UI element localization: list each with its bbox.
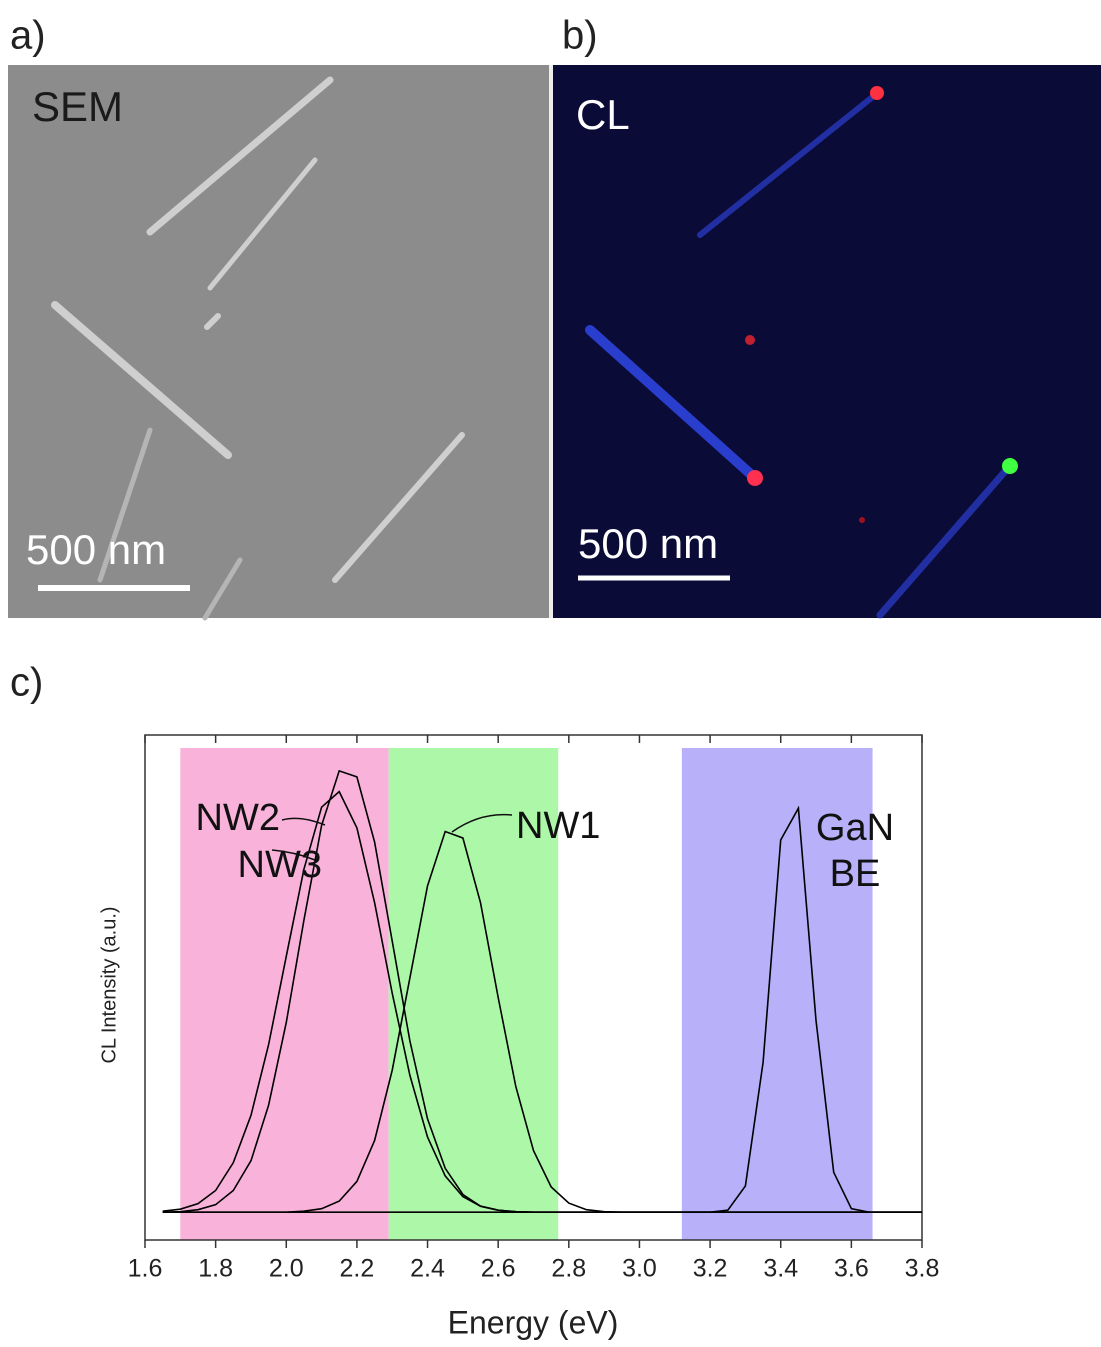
x-tick-label: 2.4 — [410, 1255, 445, 1283]
series-annotation: GaN BE — [815, 807, 895, 895]
image-caption: SEM — [32, 83, 123, 130]
series-annotation: NW1 — [516, 805, 600, 847]
x-tick-label: 2.2 — [340, 1255, 375, 1283]
annotation-arrow — [281, 817, 326, 826]
x-tick-label: 1.6 — [128, 1255, 163, 1283]
energy-band — [180, 748, 389, 1240]
plot: 1.6 1.8 2.0 2.2 2.4 2.6 2.8 3.0 3.2 3.4 3.6 3.8 NW2 N… — [128, 734, 940, 1283]
x-tick-label: 2.0 — [269, 1255, 304, 1283]
scale-bar-label: 500 nm — [26, 526, 166, 573]
x-axis-label: Energy (eV) — [448, 1304, 619, 1340]
series-annotation-box: GaN BE — [815, 807, 895, 895]
annotation-arrow — [271, 849, 316, 861]
cl-image — [553, 65, 1101, 619]
x-tick-label: 3.0 — [622, 1255, 657, 1283]
energy-band — [388, 748, 559, 1240]
annotation-arrow — [451, 813, 513, 833]
x-tick-label: 1.8 — [198, 1255, 233, 1283]
spectrum-line — [162, 805, 922, 1213]
y-axis-label: CL Intensity (a.u.) — [98, 906, 120, 1063]
x-tick-label: 3.4 — [763, 1255, 798, 1283]
divider — [549, 65, 553, 618]
image-caption: CL — [576, 91, 630, 138]
scale-bar-label: 500 nm — [578, 520, 718, 567]
panel-label: c) — [10, 661, 43, 705]
series-annotation: NW2 — [196, 797, 280, 839]
panel-label: a) — [10, 14, 46, 58]
x-tick-label: 3.2 — [693, 1255, 728, 1283]
x-tick-label: 3.6 — [834, 1255, 869, 1283]
x-tick-label: 2.6 — [481, 1255, 516, 1283]
x-tick-label: 3.8 — [905, 1255, 940, 1283]
panel-label: b) — [562, 14, 598, 58]
sem-image — [8, 65, 549, 621]
energy-band — [681, 748, 873, 1240]
plot-frame — [144, 734, 923, 1241]
x-tick-label: 2.8 — [551, 1255, 586, 1283]
